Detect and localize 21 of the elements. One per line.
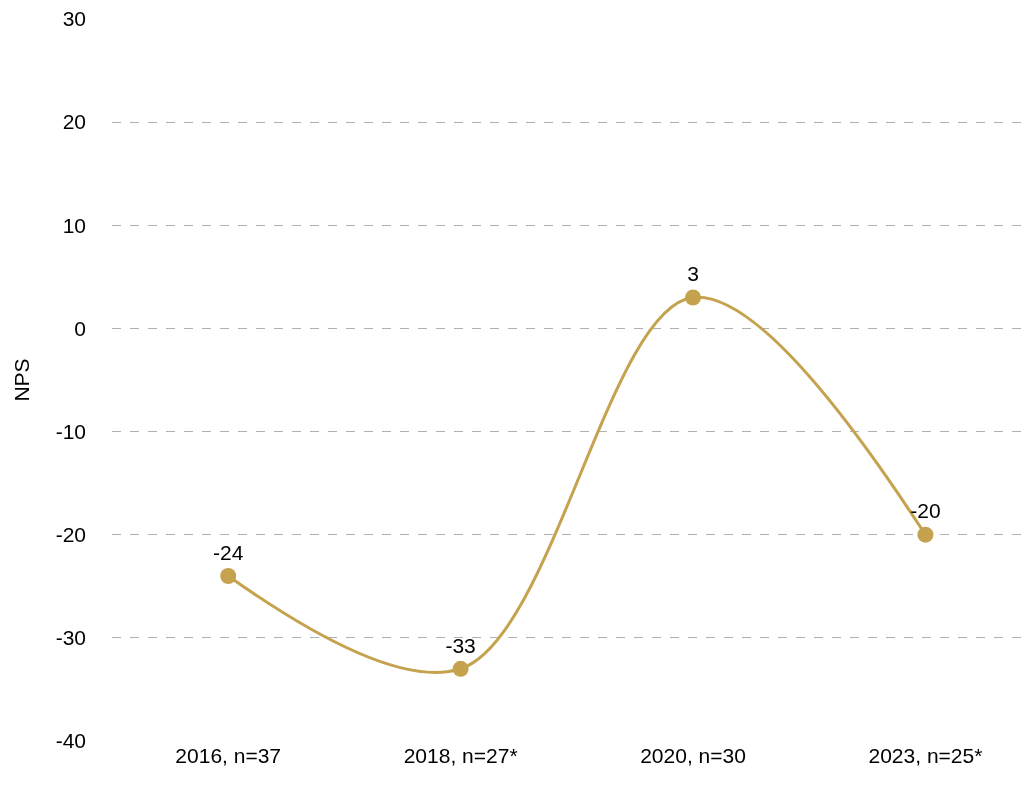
point <box>685 289 702 306</box>
x-tick-label: 2016, n=37 <box>175 744 282 767</box>
point <box>917 526 934 543</box>
y-tick-label: 30 <box>62 7 86 31</box>
y-axis-title: NPS <box>9 358 33 402</box>
x-tick-label: 2020, n=30 <box>640 744 746 767</box>
data-label: -24 <box>213 540 244 564</box>
point <box>220 567 237 584</box>
y-tick-label: -20 <box>55 523 86 547</box>
data-label: -20 <box>910 499 941 523</box>
data-label: -33 <box>445 633 476 657</box>
y-tick-label: -10 <box>55 419 86 443</box>
x-tick-label: 2023, n=25* <box>868 744 983 767</box>
data-label: 3 <box>687 262 699 286</box>
point <box>452 660 469 677</box>
x-tick-label: 2018, n=27* <box>403 744 518 767</box>
y-tick-label: 0 <box>74 316 86 340</box>
y-tick-label: 20 <box>62 110 86 134</box>
y-tick-label: 10 <box>62 213 86 237</box>
y-tick-label: -40 <box>55 729 86 753</box>
y-tick-label: -30 <box>55 626 86 650</box>
